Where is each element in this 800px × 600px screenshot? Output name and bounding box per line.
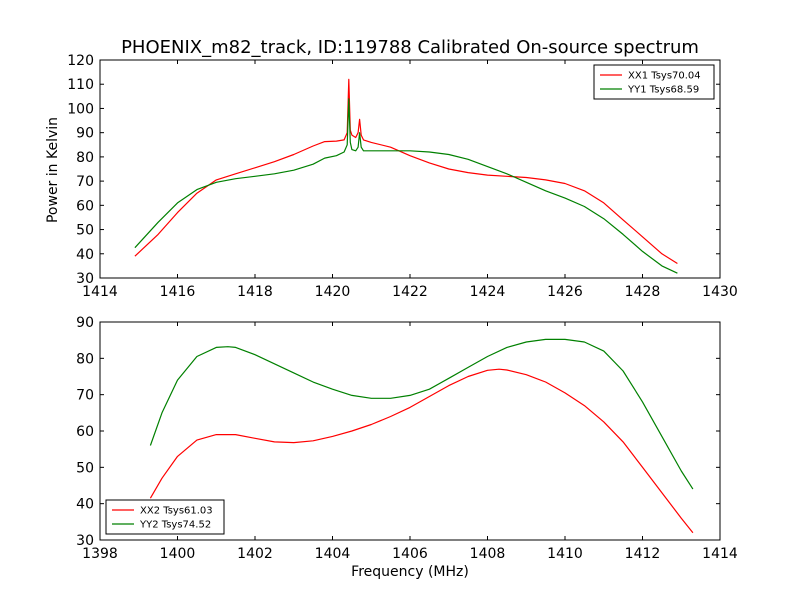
y-tick-label: 100 bbox=[67, 101, 94, 117]
y-tick-label: 90 bbox=[76, 126, 94, 142]
x-tick-label: 1414 bbox=[702, 546, 738, 562]
y-tick-label: 120 bbox=[67, 53, 94, 69]
y-tick-label: 30 bbox=[76, 271, 94, 287]
x-tick-label: 1430 bbox=[702, 284, 738, 300]
legend-box bbox=[105, 499, 225, 535]
x-tick-label: 1418 bbox=[237, 284, 273, 300]
series-line-yy1 bbox=[134, 98, 678, 274]
x-tick-label: 1420 bbox=[315, 284, 351, 300]
legend-label: XX2 Tsys61.03 bbox=[140, 506, 213, 517]
y-tick-label: 50 bbox=[76, 223, 94, 239]
x-tick-label: 1422 bbox=[392, 284, 428, 300]
x-tick-label: 1408 bbox=[470, 546, 506, 562]
x-axis-label: Frequency (MHz) bbox=[351, 564, 469, 580]
x-tick-label: 1414 bbox=[82, 284, 118, 300]
x-tick-label: 1416 bbox=[160, 284, 196, 300]
y-tick-label: 70 bbox=[76, 174, 94, 190]
x-tick-label: 1400 bbox=[160, 546, 196, 562]
x-tick-label: 1428 bbox=[625, 284, 661, 300]
y-axis-label: Power in Kelvin bbox=[45, 117, 61, 223]
x-tick-label: 1402 bbox=[237, 546, 273, 562]
y-tick-label: 110 bbox=[67, 77, 94, 93]
y-tick-label: 40 bbox=[76, 247, 94, 263]
y-tick-label: 30 bbox=[76, 533, 94, 549]
x-tick-label: 1426 bbox=[547, 284, 583, 300]
y-tick-label: 60 bbox=[76, 424, 94, 440]
legend: XX1 Tsys70.04 YY1 Tsys68.59 bbox=[593, 64, 715, 100]
series-line-xx2 bbox=[149, 368, 694, 534]
y-tick-label: 40 bbox=[76, 497, 94, 513]
x-tick-label: 1398 bbox=[82, 546, 118, 562]
legend-label: YY1 Tsys68.59 bbox=[627, 85, 699, 96]
y-tick-label: 70 bbox=[76, 388, 94, 404]
y-tick-label: 90 bbox=[76, 315, 94, 331]
x-tick-label: 1404 bbox=[315, 546, 351, 562]
top-panel: 1414 1416 1418 1420 1422 1424 1426 1428 1430 30 40… bbox=[67, 53, 738, 300]
y-tick-label: 50 bbox=[76, 460, 94, 476]
y-tick-label: 60 bbox=[76, 198, 94, 214]
legend-box bbox=[593, 64, 715, 100]
y-tick-label: 80 bbox=[76, 351, 94, 367]
legend-label: XX1 Tsys70.04 bbox=[628, 71, 701, 82]
x-tick-label: 1410 bbox=[547, 546, 583, 562]
series-line-xx1 bbox=[134, 78, 678, 265]
series-line-yy2 bbox=[149, 338, 694, 490]
x-tick-label: 1412 bbox=[625, 546, 661, 562]
x-tick-label: 1406 bbox=[392, 546, 428, 562]
legend: XX2 Tsys61.03 YY2 Tsys74.52 bbox=[105, 499, 225, 535]
x-tick-label: 1424 bbox=[470, 284, 506, 300]
legend-label: YY2 Tsys74.52 bbox=[139, 520, 211, 531]
bottom-panel: 1398 1400 1402 1404 1406 1408 1410 1412 1414 30 40… bbox=[76, 315, 738, 562]
y-tick-label: 80 bbox=[76, 150, 94, 166]
chart-title: PHOENIX_m82_track, ID:119788 Calibrated … bbox=[121, 37, 699, 58]
